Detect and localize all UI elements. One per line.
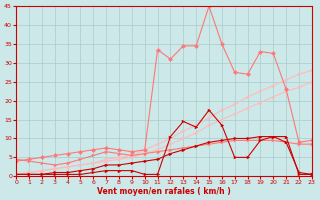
X-axis label: Vent moyen/en rafales ( km/h ): Vent moyen/en rafales ( km/h ) — [97, 187, 231, 196]
